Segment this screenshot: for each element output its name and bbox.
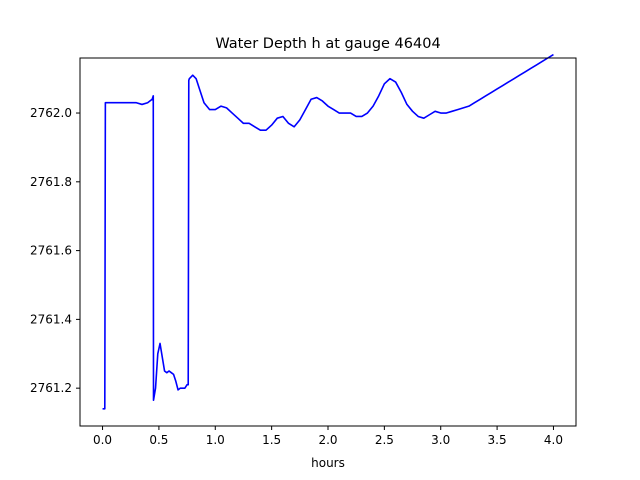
- y-tick-label: 2761.4: [30, 312, 72, 326]
- x-axis-label: hours: [311, 456, 345, 470]
- series-line: [102, 53, 554, 410]
- x-tick-label: 1.0: [206, 433, 225, 447]
- plot-frame: [79, 57, 577, 427]
- x-tick-label: 0.0: [93, 433, 112, 447]
- y-tick-label: 2762.0: [30, 106, 72, 120]
- x-tick-label: 3.0: [431, 433, 450, 447]
- y-tick-label: 2761.2: [30, 381, 72, 395]
- x-tick-label: 3.5: [488, 433, 507, 447]
- x-tick-label: 4.0: [544, 433, 563, 447]
- x-tick-label: 2.5: [375, 433, 394, 447]
- y-tick-label: 2761.8: [30, 175, 72, 189]
- y-tick-label: 2761.6: [30, 244, 72, 258]
- x-tick-label: 0.5: [149, 433, 168, 447]
- chart-title: Water Depth h at gauge 46404: [215, 36, 440, 52]
- x-tick-label: 2.0: [318, 433, 337, 447]
- plot-area: 0.0 0.5 1.0 1.5 2.0 2.5 3.0 3.5 4.0 2761.2 2761.4 2…: [30, 53, 577, 447]
- x-tick-label: 1.5: [262, 433, 281, 447]
